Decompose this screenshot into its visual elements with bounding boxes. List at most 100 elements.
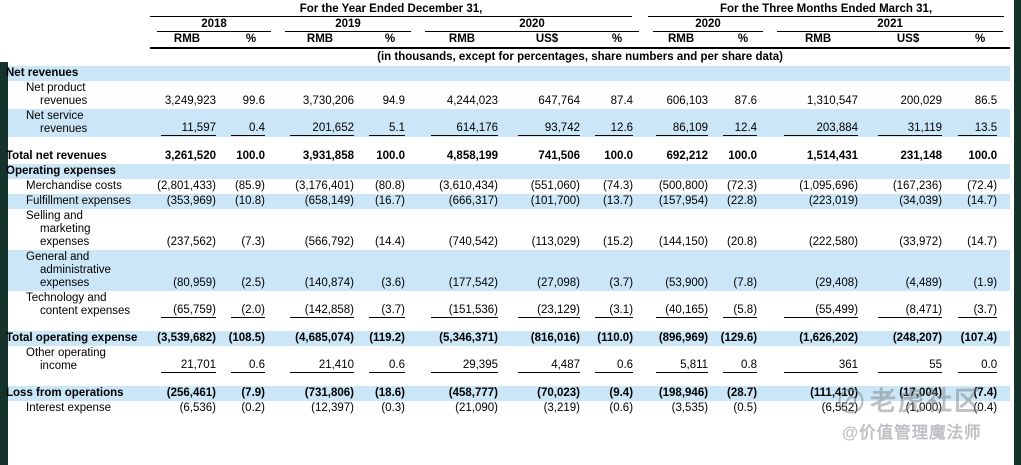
value-cell: (2,801,433) — [157, 180, 216, 192]
value-cell: (16.7) — [362, 194, 418, 209]
value-cell: 3,730,206 — [302, 95, 354, 107]
value-cell: (110.0) — [588, 331, 647, 346]
quarter-2020: 2020 — [646, 17, 770, 32]
value-cell: 200,029 — [900, 95, 943, 107]
value-cell: (4,489) — [866, 250, 951, 291]
value-cell: 1,310,547 — [806, 95, 859, 107]
value-cell: (666,317) — [418, 194, 506, 209]
value-cell: 0.0 — [950, 346, 1010, 374]
group-three-months: For the Three Months Ended March 31, — [646, 3, 1010, 17]
value-cell: (8,471) — [866, 291, 950, 319]
value-cell — [278, 66, 362, 81]
value-cell: (7.3) — [241, 236, 265, 248]
value-cell: (740,542) — [448, 236, 498, 248]
merchandise-costs: Merchandise costs (2,801,433) (85.9) (3,176… — [8, 179, 1010, 194]
value-cell: 4,487 — [506, 346, 588, 374]
value-cell: (72.4) — [967, 180, 998, 192]
value-cell — [150, 164, 224, 179]
value-cell: (500,800) — [658, 180, 709, 192]
value-cell — [588, 164, 647, 179]
value-cell: 100.0 — [604, 150, 634, 162]
value-cell: (566,792) — [304, 236, 354, 248]
value-cell: 4,858,199 — [446, 150, 498, 162]
value-cell: (7.4) — [950, 386, 1011, 401]
value-cell — [362, 164, 418, 179]
value-cell: 0.6 — [362, 346, 418, 374]
value-cell: 86,109 — [646, 109, 717, 137]
row-label: Net service revenues — [8, 109, 150, 137]
value-cell: 31,119 — [866, 109, 951, 137]
value-cell: (0.4) — [973, 402, 998, 414]
value-cell: 86.5 — [974, 95, 998, 107]
value-cell — [646, 164, 717, 179]
spacer-cell — [8, 319, 1010, 331]
value-cell: 0.6 — [588, 346, 646, 374]
value-cell: (74.3) — [603, 180, 634, 192]
row-label: Total operating expense — [6, 331, 150, 346]
unit-label: RMB — [150, 32, 224, 49]
value-cell: (10.8) — [224, 194, 278, 209]
net-service-revenues: Net service revenues 11,597 0.4 201,652 5.1 6… — [8, 109, 1011, 137]
value-cell: (33,972) — [899, 236, 943, 248]
value-cell: (0.5) — [733, 402, 758, 414]
value-cell: 21,701 — [150, 346, 224, 374]
value-cell: 361 — [770, 346, 866, 374]
value-cell: (14.4) — [374, 236, 405, 248]
row-label: Merchandise costs — [26, 180, 122, 192]
value-cell: (144,150) — [658, 236, 709, 248]
value-cell — [150, 66, 224, 81]
value-cell: (80,959) — [150, 250, 224, 291]
value-cell: (5.8) — [716, 291, 770, 319]
value-cell — [278, 164, 362, 179]
value-cell: (14.7) — [950, 194, 1011, 209]
value-cell: 100.0 — [968, 150, 998, 162]
value-cell: 3,931,858 — [302, 150, 354, 162]
spacer-3 — [8, 374, 1010, 386]
technology-and-content-expenses: Technology and content expenses (65,759)(… — [8, 291, 1010, 319]
value-cell: (731,806) — [278, 386, 362, 401]
value-cell: (22.8) — [716, 194, 771, 209]
value-cell: (0.2) — [241, 402, 265, 414]
value-cell: 231,148 — [900, 150, 943, 162]
value-cell — [770, 164, 867, 179]
value-cell: (80.8) — [374, 180, 405, 192]
value-cell: 0.4 — [224, 109, 278, 137]
income-statement-table: For the Year Ended December 31, For the … — [6, 3, 1011, 416]
value-cell: (129.6) — [716, 331, 771, 346]
row-label: Loss from operations — [6, 386, 150, 401]
value-cell — [866, 164, 951, 179]
value-cell: (23,129) — [506, 291, 588, 319]
income-statement-table-wrap: For the Year Ended December 31, For the … — [6, 3, 1011, 416]
value-cell: (3,219) — [543, 402, 580, 414]
value-cell: (658,149) — [278, 194, 362, 209]
period-group-row: For the Year Ended December 31, For the … — [8, 3, 1010, 17]
value-cell: (20.8) — [727, 236, 758, 248]
value-cell — [362, 66, 418, 81]
value-cell: (27,098) — [506, 250, 588, 291]
value-cell: (2.0) — [224, 291, 278, 319]
year-row: 2018 2019 2020 2020 2021 — [8, 17, 1010, 32]
value-cell: (140,874) — [278, 250, 362, 291]
value-cell: (111,410) — [770, 386, 867, 401]
value-cell: (222,580) — [808, 236, 859, 248]
value-cell: (4,685,074) — [278, 331, 362, 346]
unit-label: % — [950, 32, 1011, 49]
value-cell: 5,811 — [646, 346, 716, 374]
value-cell — [224, 66, 278, 81]
empty-cell — [8, 17, 150, 32]
value-cell: 692,212 — [666, 150, 709, 162]
row-label: General and administrative expenses — [8, 250, 150, 291]
year-2019: 2019 — [278, 17, 418, 32]
unit-label: % — [716, 32, 771, 49]
row-label: Other operating income — [26, 347, 106, 372]
value-cell: (14.7) — [967, 236, 998, 248]
general-and-administrative-expenses: General and administrative expenses (80,9… — [8, 250, 1011, 291]
spacer-2 — [8, 319, 1010, 331]
value-cell — [506, 66, 588, 81]
total-net-revenues: Total net revenues 3,261,520 100.0 3,931,85… — [6, 149, 1010, 164]
value-cell: (3.1) — [588, 291, 646, 319]
value-cell: (248,207) — [866, 331, 951, 346]
value-cell: (6,552) — [821, 402, 859, 414]
row-label: Total net revenues — [6, 150, 107, 162]
watermark-username: @价值管理魔法师 — [842, 424, 982, 442]
